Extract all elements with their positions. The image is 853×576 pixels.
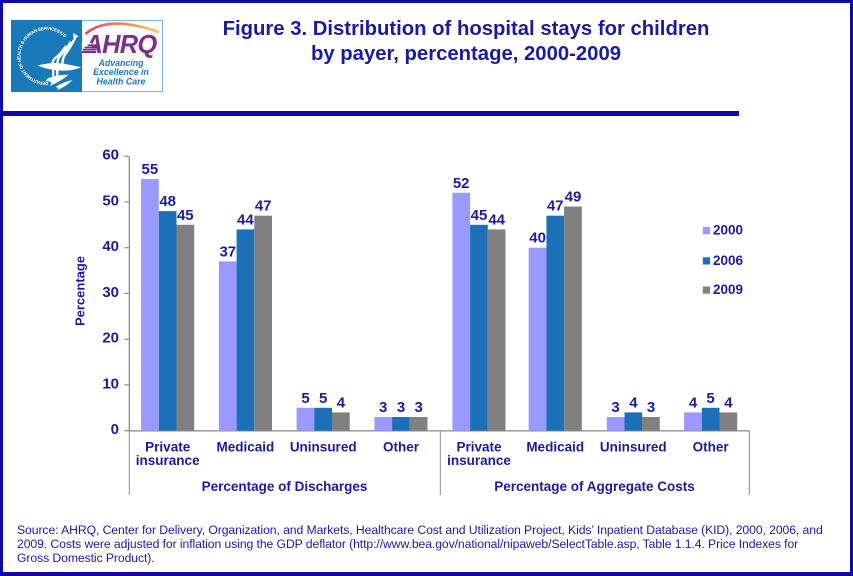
- svg-text:44: 44: [488, 211, 505, 228]
- svg-text:48: 48: [159, 193, 176, 210]
- svg-text:44: 44: [237, 211, 254, 228]
- svg-text:30: 30: [102, 284, 119, 301]
- svg-text:3: 3: [397, 399, 405, 416]
- svg-text:47: 47: [547, 198, 564, 215]
- svg-text:45: 45: [177, 207, 194, 224]
- svg-text:Health Care: Health Care: [97, 77, 146, 87]
- svg-text:5: 5: [301, 390, 309, 407]
- svg-text:3: 3: [611, 399, 619, 416]
- svg-text:2009: 2009: [713, 282, 743, 297]
- svg-text:Uninsured: Uninsured: [290, 440, 357, 455]
- svg-text:4: 4: [337, 394, 346, 411]
- svg-text:Medicaid: Medicaid: [526, 440, 584, 455]
- svg-text:Advancing: Advancing: [98, 58, 145, 68]
- svg-text:4: 4: [629, 394, 638, 411]
- svg-text:20: 20: [102, 330, 119, 347]
- svg-text:0: 0: [111, 421, 119, 438]
- svg-text:insurance: insurance: [136, 453, 200, 468]
- svg-text:Percentage of Aggregate Costs: Percentage of Aggregate Costs: [494, 479, 695, 494]
- svg-text:60: 60: [102, 147, 119, 164]
- svg-text:Private: Private: [145, 440, 191, 455]
- svg-text:50: 50: [102, 192, 119, 209]
- svg-text:5: 5: [319, 390, 327, 407]
- svg-text:2006: 2006: [713, 253, 744, 268]
- svg-text:4: 4: [689, 394, 698, 411]
- svg-text:Private: Private: [456, 440, 502, 455]
- svg-text:3: 3: [647, 399, 655, 416]
- svg-text:3: 3: [379, 399, 387, 416]
- svg-text:3: 3: [415, 399, 423, 416]
- svg-text:Percentage: Percentage: [73, 256, 88, 326]
- svg-text:10: 10: [102, 375, 119, 392]
- svg-text:Percentage of Discharges: Percentage of Discharges: [202, 479, 368, 494]
- svg-text:52: 52: [453, 175, 470, 192]
- svg-text:Medicaid: Medicaid: [217, 440, 275, 455]
- svg-text:2000: 2000: [713, 223, 743, 238]
- svg-text:49: 49: [565, 189, 582, 206]
- svg-text:Other: Other: [383, 440, 420, 455]
- svg-text:40: 40: [529, 230, 546, 247]
- svg-text:55: 55: [142, 161, 159, 178]
- svg-text:47: 47: [255, 198, 272, 215]
- svg-text:37: 37: [219, 243, 236, 260]
- svg-text:5: 5: [706, 390, 714, 407]
- svg-text:Uninsured: Uninsured: [600, 440, 667, 455]
- svg-text:Excellence in: Excellence in: [93, 67, 149, 77]
- svg-text:Other: Other: [693, 440, 730, 455]
- svg-text:4: 4: [724, 394, 733, 411]
- svg-text:45: 45: [471, 207, 488, 224]
- svg-text:40: 40: [102, 238, 119, 255]
- svg-text:insurance: insurance: [447, 453, 511, 468]
